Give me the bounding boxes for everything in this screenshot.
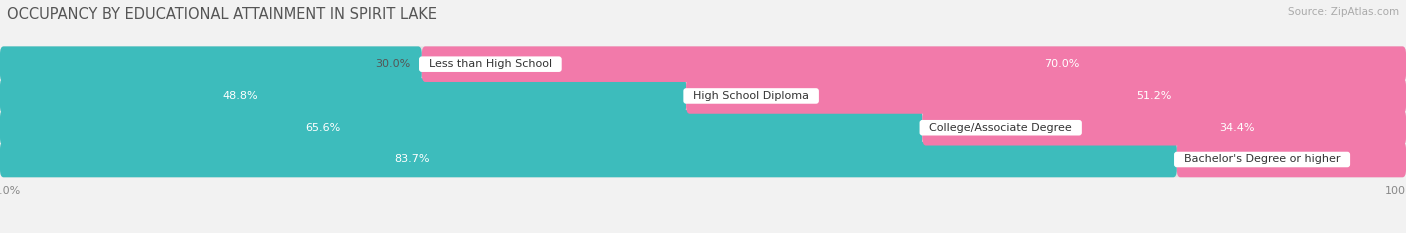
FancyBboxPatch shape <box>0 110 922 146</box>
FancyBboxPatch shape <box>0 78 1406 114</box>
FancyBboxPatch shape <box>422 46 1406 82</box>
Text: 48.8%: 48.8% <box>222 91 257 101</box>
FancyBboxPatch shape <box>922 110 1406 146</box>
Text: 51.2%: 51.2% <box>1136 91 1171 101</box>
Text: 83.7%: 83.7% <box>394 154 430 164</box>
Text: College/Associate Degree: College/Associate Degree <box>922 123 1078 133</box>
FancyBboxPatch shape <box>0 142 1406 177</box>
Text: 70.0%: 70.0% <box>1043 59 1080 69</box>
Text: 30.0%: 30.0% <box>375 59 411 69</box>
FancyBboxPatch shape <box>0 46 1406 82</box>
Text: 34.4%: 34.4% <box>1219 123 1254 133</box>
Text: OCCUPANCY BY EDUCATIONAL ATTAINMENT IN SPIRIT LAKE: OCCUPANCY BY EDUCATIONAL ATTAINMENT IN S… <box>7 7 437 22</box>
Text: High School Diploma: High School Diploma <box>686 91 815 101</box>
FancyBboxPatch shape <box>686 78 1406 114</box>
FancyBboxPatch shape <box>0 78 686 114</box>
Text: 65.6%: 65.6% <box>305 123 340 133</box>
FancyBboxPatch shape <box>1177 142 1406 177</box>
Text: Bachelor's Degree or higher: Bachelor's Degree or higher <box>1177 154 1347 164</box>
FancyBboxPatch shape <box>0 142 1177 177</box>
Text: Less than High School: Less than High School <box>422 59 560 69</box>
Text: Source: ZipAtlas.com: Source: ZipAtlas.com <box>1288 7 1399 17</box>
FancyBboxPatch shape <box>0 110 1406 146</box>
FancyBboxPatch shape <box>0 46 422 82</box>
